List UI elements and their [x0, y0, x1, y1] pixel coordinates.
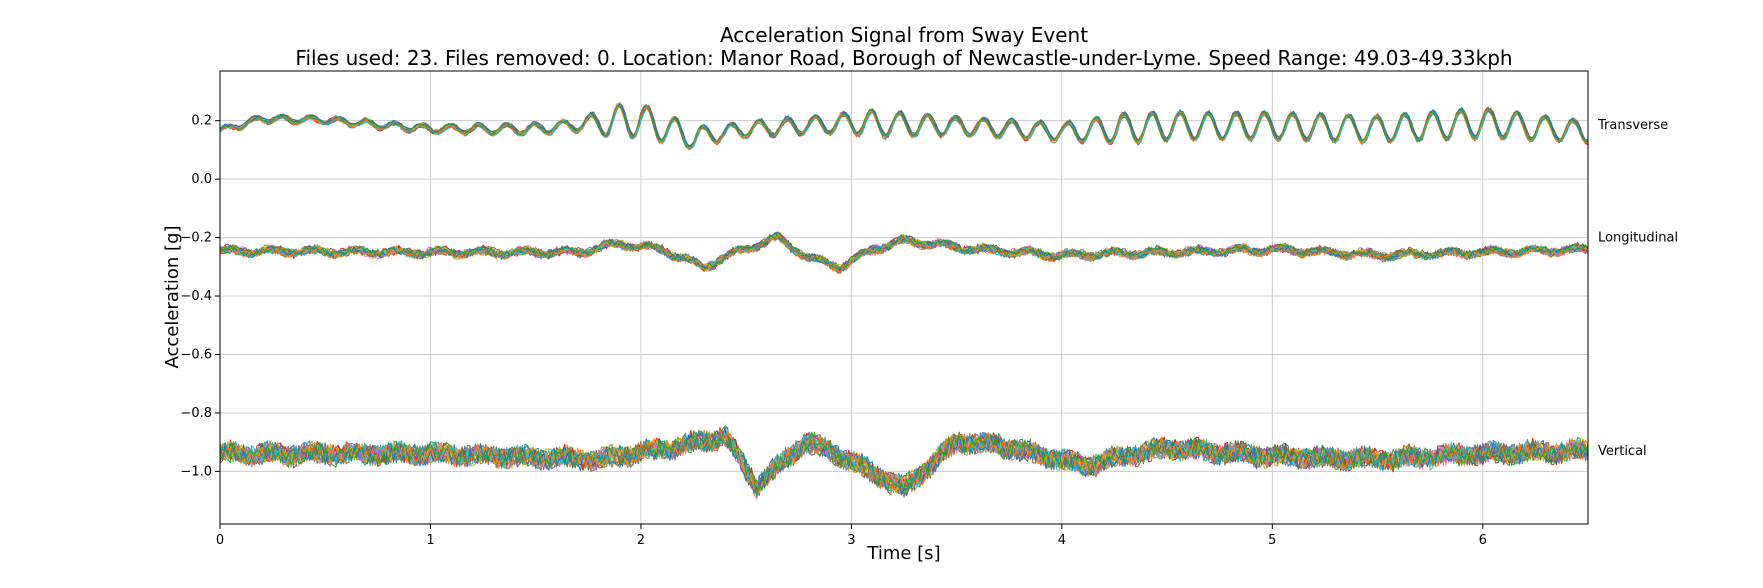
axis-ticks: 0 1 2 3 4 5 6 0.2 0.0 −0.2 −0.4 −0.6 −0.8 −1.0: [180, 114, 1486, 548]
x-tick-label: 5: [1268, 533, 1276, 548]
series-vertical: [219, 425, 1589, 500]
y-tick-label: 0.2: [191, 114, 212, 129]
trace-line: [219, 104, 1589, 148]
series-longitudinal: [219, 231, 1589, 274]
y-tick-label: 0.0: [191, 172, 212, 187]
x-tick-label: 0: [216, 533, 224, 548]
grid: [219, 71, 1588, 524]
x-axis-label: Time [s]: [866, 543, 940, 564]
x-tick-label: 3: [847, 533, 855, 548]
y-tick-label: −0.8: [180, 406, 212, 421]
x-tick-label: 4: [1058, 533, 1066, 548]
series-label-vertical: Vertical: [1598, 444, 1647, 459]
x-tick-label: 2: [637, 533, 645, 548]
x-tick-label: 1: [426, 533, 434, 548]
series-transverse: [219, 102, 1589, 150]
y-axis-label: Acceleration [g]: [162, 225, 183, 368]
trace-line: [219, 233, 1589, 269]
series-labels: Transverse Longitudinal Vertical: [1597, 118, 1678, 459]
trace-line: [219, 231, 1589, 270]
y-tick-label: −1.0: [180, 464, 212, 479]
chart-title: Acceleration Signal from Sway Event: [720, 23, 1088, 47]
y-tick-label: −0.6: [180, 347, 212, 362]
series-label-longitudinal: Longitudinal: [1598, 231, 1678, 246]
signal-traces: [219, 102, 1589, 500]
y-tick-label: −0.2: [180, 231, 212, 246]
y-tick-label: −0.4: [180, 289, 212, 304]
trace-line: [219, 430, 1589, 497]
series-label-transverse: Transverse: [1597, 118, 1668, 133]
chart-subtitle: Files used: 23. Files removed: 0. Locati…: [295, 46, 1512, 70]
x-tick-label: 6: [1479, 533, 1487, 548]
plot-frame: [219, 70, 1589, 525]
